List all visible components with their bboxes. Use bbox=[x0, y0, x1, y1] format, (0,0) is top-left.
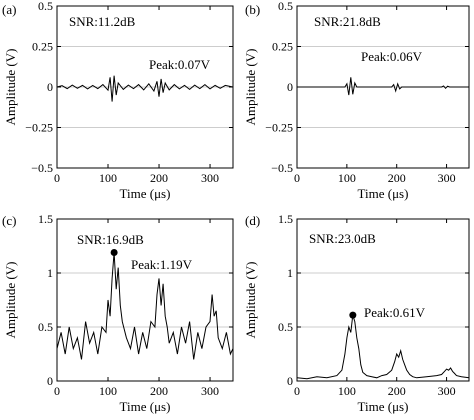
y-tick-label: 1 bbox=[287, 266, 293, 280]
x-tick-label: 100 bbox=[338, 384, 356, 398]
x-tick-label: 300 bbox=[438, 171, 456, 185]
y-tick-label: 0.5 bbox=[38, 0, 53, 13]
peak-annotation: Peak:0.06V bbox=[361, 49, 423, 64]
snr-annotation: SNR:16.9dB bbox=[77, 232, 144, 247]
y-tick-label: 1 bbox=[47, 266, 53, 280]
y-axis-label: Amplitude (V) bbox=[3, 262, 18, 339]
y-tick-label: 0.5 bbox=[278, 0, 293, 13]
y-tick-label: 1.5 bbox=[278, 212, 293, 226]
peak-annotation: Peak:0.07V bbox=[149, 57, 211, 72]
y-tick-label: 0 bbox=[47, 374, 53, 388]
panel-label: (c) bbox=[2, 213, 16, 228]
chart-panel-0: −0.5 −0.25 0 0.25 0.5 0 100 200 300 Time (μs) Ampl… bbox=[2, 0, 234, 201]
series-line-0 bbox=[297, 77, 469, 96]
x-axis-label: Time (μs) bbox=[358, 186, 409, 201]
y-axis-label: Amplitude (V) bbox=[243, 262, 258, 339]
snr-annotation: SNR:21.8dB bbox=[314, 14, 381, 29]
series-line-0 bbox=[296, 314, 470, 380]
x-tick-label: 300 bbox=[201, 384, 219, 398]
snr-annotation: SNR:11.2dB bbox=[69, 14, 136, 29]
snr-annotation: SNR:23.0dB bbox=[309, 231, 376, 246]
peak-marker bbox=[110, 248, 118, 256]
x-axis-label: Time (μs) bbox=[120, 186, 171, 201]
y-tick-label: 0.25 bbox=[272, 40, 293, 54]
x-tick-label: 300 bbox=[201, 171, 219, 185]
x-tick-label: 0 bbox=[294, 171, 300, 185]
chart-panel-2: 0 0.5 1 1.5 0 100 200 300 Time (μs) Amplitude (V)… bbox=[2, 212, 234, 414]
x-axis-label: Time (μs) bbox=[120, 399, 171, 414]
y-tick-label: 0 bbox=[287, 80, 293, 94]
y-tick-label: −0.5 bbox=[271, 161, 293, 175]
peak-annotation: Peak:0.61V bbox=[364, 305, 426, 320]
peak-marker bbox=[349, 311, 357, 319]
axes-frame bbox=[296, 218, 470, 382]
panel-label: (d) bbox=[245, 213, 260, 228]
y-axis-label: Amplitude (V) bbox=[243, 49, 258, 126]
y-tick-label: −0.5 bbox=[31, 161, 53, 175]
x-tick-label: 100 bbox=[99, 384, 117, 398]
x-tick-label: 200 bbox=[150, 171, 168, 185]
y-axis-label: Amplitude (V) bbox=[3, 49, 18, 126]
x-tick-label: 300 bbox=[438, 384, 456, 398]
axes-frame bbox=[56, 218, 234, 382]
panel-label: (b) bbox=[245, 2, 260, 17]
x-tick-label: 0 bbox=[294, 384, 300, 398]
x-tick-label: 200 bbox=[388, 384, 406, 398]
x-tick-label: 200 bbox=[150, 384, 168, 398]
x-tick-label: 200 bbox=[388, 171, 406, 185]
x-tick-label: 0 bbox=[54, 171, 60, 185]
y-tick-label: −0.25 bbox=[265, 121, 293, 135]
y-tick-label: 1.5 bbox=[38, 212, 53, 226]
x-tick-label: 100 bbox=[338, 171, 356, 185]
y-tick-label: 0.25 bbox=[32, 40, 53, 54]
series-line-0 bbox=[56, 252, 234, 360]
chart-panel-3: 0 0.5 1 1.5 0 100 200 300 Time (μs) Amplitude (V)… bbox=[243, 212, 470, 414]
y-tick-label: 0.5 bbox=[278, 320, 293, 334]
y-tick-label: 0.5 bbox=[38, 320, 53, 334]
y-tick-label: 0 bbox=[47, 80, 53, 94]
y-tick-label: 0 bbox=[287, 374, 293, 388]
chart-panel-1: −0.5 −0.25 0 0.25 0.5 0 100 200 300 Time (μs) Ampl… bbox=[243, 0, 470, 201]
y-tick-label: −0.25 bbox=[25, 121, 53, 135]
x-tick-label: 100 bbox=[99, 171, 117, 185]
series-line-0 bbox=[56, 75, 234, 102]
x-axis-label: Time (μs) bbox=[358, 399, 409, 414]
panel-label: (a) bbox=[2, 2, 16, 17]
x-tick-label: 0 bbox=[54, 384, 60, 398]
peak-annotation: Peak:1.19V bbox=[131, 257, 193, 272]
